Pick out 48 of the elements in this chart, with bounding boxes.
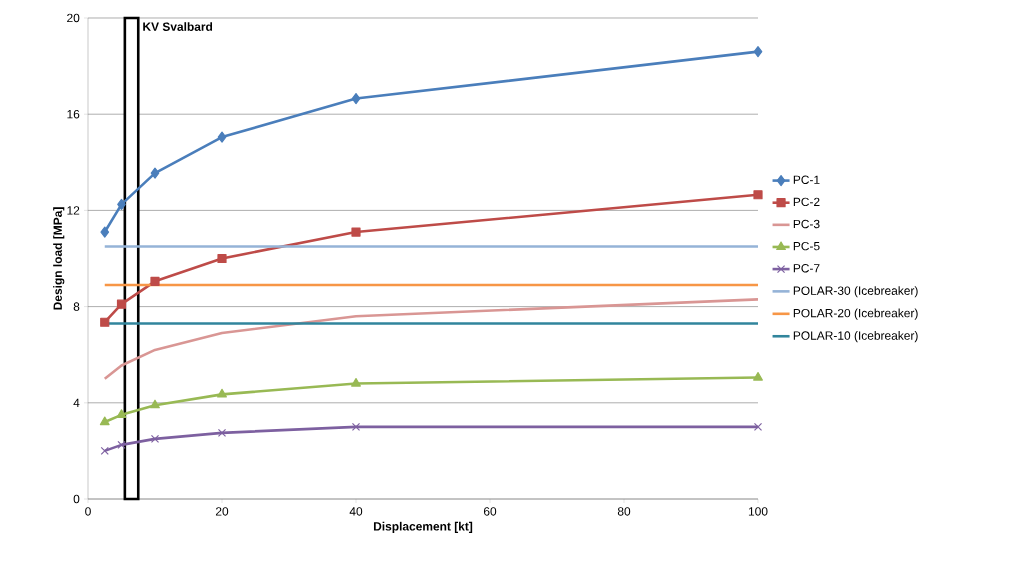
point	[351, 92, 361, 105]
point	[99, 416, 110, 426]
y-tick-label: 0	[73, 494, 80, 504]
point	[117, 440, 126, 450]
y-tick-label: 20	[67, 13, 80, 23]
point	[351, 227, 361, 237]
y-axis-title: Design load [MPa]	[53, 207, 65, 310]
legend-label: PC-5	[793, 241, 820, 251]
legend-label: PC-2	[793, 197, 820, 207]
point	[217, 388, 227, 398]
legend-label: POLAR-10 (Icebreaker)	[793, 331, 918, 343]
x-tick-label: 60	[483, 507, 497, 516]
point	[351, 377, 361, 387]
y-tick-label: 8	[73, 302, 80, 311]
legend-label: POLAR-20 (Icebreaker)	[793, 308, 918, 320]
point	[217, 253, 227, 264]
point	[116, 409, 127, 418]
legend-label: PC-1	[793, 175, 820, 184]
point	[753, 190, 763, 200]
point	[117, 198, 126, 210]
x-tick-label: 100	[748, 507, 768, 516]
x-tick-label: 80	[617, 507, 631, 516]
y-tick-label: 12	[67, 206, 80, 215]
point	[753, 422, 763, 431]
point	[217, 428, 227, 437]
line-series	[103, 298, 760, 381]
point	[100, 317, 110, 327]
point	[217, 131, 227, 143]
point	[150, 399, 160, 409]
legend-label: POLAR-30 (Icebreaker)	[793, 286, 918, 298]
point	[100, 226, 110, 238]
band-label: KV Svalbard	[143, 22, 213, 31]
y-tick-label: 16	[67, 109, 80, 119]
point	[150, 434, 160, 444]
legend-label: PC-3	[793, 219, 820, 229]
point	[351, 422, 361, 431]
x-tick-label: 40	[349, 507, 363, 516]
x-tick-label: 0	[85, 507, 91, 516]
point	[753, 46, 763, 58]
y-tick-label: 4	[73, 398, 80, 407]
point	[150, 276, 160, 286]
legend-label: PC-7	[793, 264, 820, 273]
point	[116, 299, 127, 309]
point	[753, 371, 763, 381]
x-axis-title: Displacement [kt]	[373, 521, 473, 533]
point	[150, 167, 160, 179]
point	[100, 446, 109, 456]
x-tick-label: 20	[215, 507, 229, 516]
